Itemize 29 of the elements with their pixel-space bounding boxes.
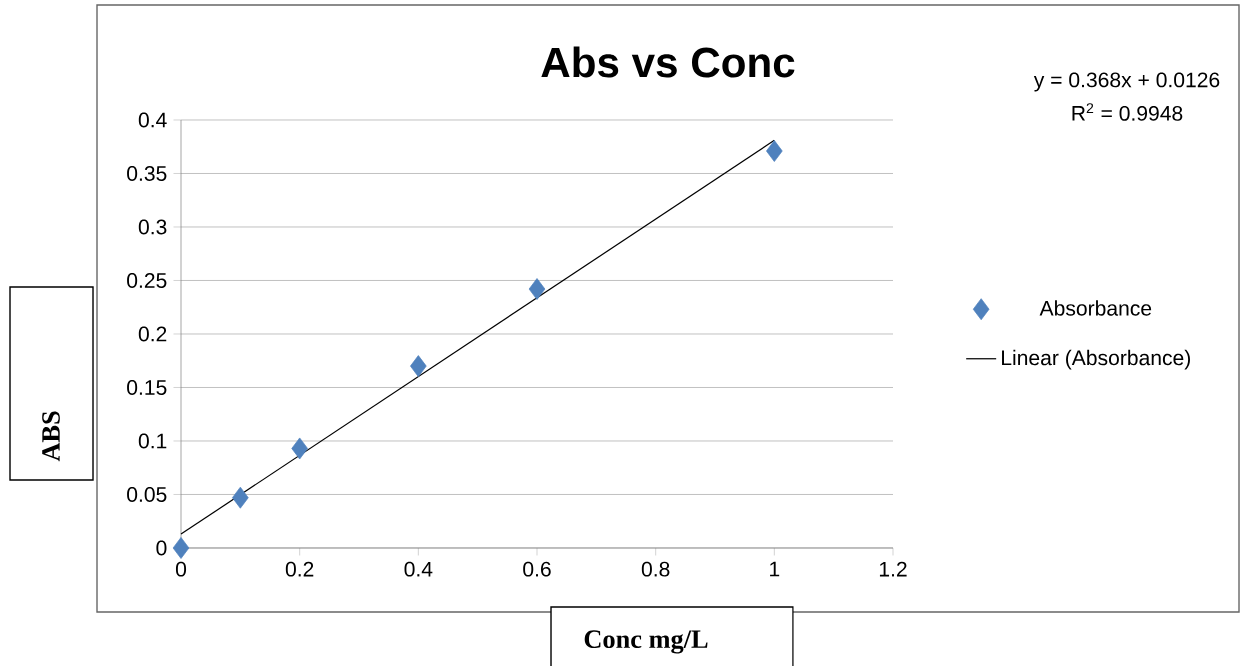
point — [291, 437, 308, 460]
text: R$^{2}$ = 0.9948 — [1072, 103, 1183, 121]
point — [410, 355, 427, 377]
text: y = 0.368x + 0.0126 — [1033, 72, 1220, 92]
y-tick-label: 0.25 — [127, 273, 167, 288]
x-tick-label: 0.4 — [404, 561, 433, 577]
x-tick-label: 1.2 — [879, 561, 907, 577]
point — [232, 486, 249, 509]
y-axis-title: ABS — [42, 411, 60, 462]
y-tick-label: 0.4 — [138, 112, 167, 128]
x-tick-label: 0.2 — [285, 561, 314, 577]
point — [766, 140, 783, 162]
y-tick-label: 0.1 — [138, 433, 167, 449]
x-tick-label: 0.6 — [523, 561, 551, 577]
point — [528, 278, 546, 300]
legend-label: Absorbance — [1039, 300, 1152, 316]
x-tick-label: 1 — [770, 561, 780, 577]
y-tick-label: 0.2 — [138, 326, 167, 342]
chart-title: Abs vs Conc — [541, 46, 795, 78]
y-tick-label: 0 — [156, 540, 167, 556]
legend-label: Linear (Absorbance) — [1002, 349, 1190, 370]
x-axis-title: Conc mg/L — [584, 630, 708, 654]
y-tick-label: 0.3 — [138, 219, 167, 235]
y-tick-label: 0.15 — [127, 380, 167, 395]
x-tick-label: 0 — [175, 561, 187, 577]
y-tick-label: 0.05 — [127, 487, 167, 502]
y-tick-label: 0.35 — [127, 166, 167, 181]
point — [172, 537, 190, 559]
x-tick-label: 0.8 — [641, 561, 670, 577]
